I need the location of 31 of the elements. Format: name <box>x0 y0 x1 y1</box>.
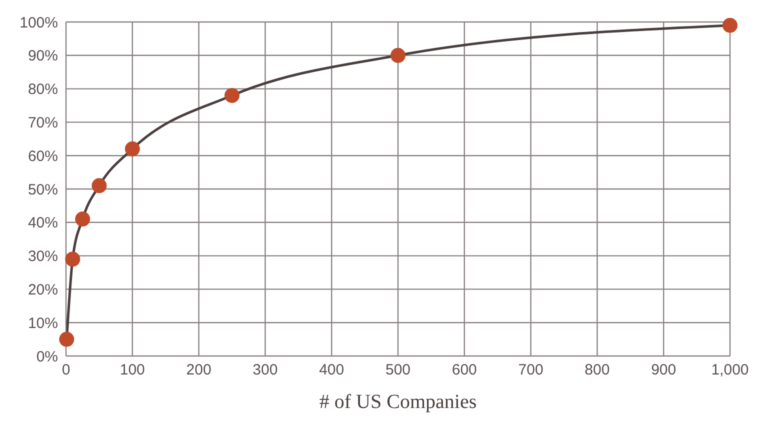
x-tick-label: 100 <box>120 362 145 379</box>
x-tick-label: 200 <box>186 362 212 379</box>
point <box>124 141 140 156</box>
point <box>65 252 80 267</box>
point <box>390 48 406 63</box>
y-tick-label: 90% <box>28 48 58 65</box>
point <box>59 332 74 347</box>
x-tick-label: 900 <box>651 362 676 379</box>
y-tick-label: 50% <box>28 181 58 198</box>
y-tick-label: 10% <box>28 314 58 332</box>
x-tick-label: 800 <box>584 362 610 379</box>
x-tick-label: 400 <box>319 362 344 379</box>
y-tick-label: 20% <box>28 282 58 299</box>
point <box>75 212 90 227</box>
y-tick-label: 0% <box>36 348 58 366</box>
y-tick-label: 70% <box>28 114 58 132</box>
point <box>722 18 738 33</box>
y-tick-label: 60% <box>28 148 58 165</box>
point <box>92 178 107 194</box>
y-tick-label: 30% <box>28 248 58 266</box>
x-tick-label: 300 <box>252 362 278 379</box>
y-tick-label: 80% <box>28 81 58 98</box>
x-tick-label: 500 <box>385 362 411 379</box>
y-tick-label: 40% <box>28 214 58 232</box>
x-tick-label: 1,000 <box>711 362 749 379</box>
y-tick-label: 100% <box>20 14 58 32</box>
x-axis-title: # of US Companies <box>319 391 477 413</box>
x-tick-label: 0 <box>62 362 70 379</box>
x-tick-label: 700 <box>518 362 544 379</box>
x-tick-label: 600 <box>452 362 477 379</box>
point <box>224 88 240 103</box>
